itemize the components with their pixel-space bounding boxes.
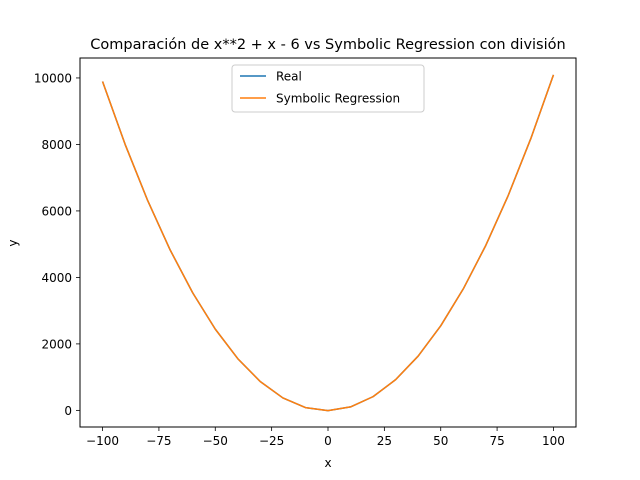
series-line-real (101, 74, 555, 412)
series-line-symbolic-regression (101, 74, 555, 412)
y-axis-label: y (6, 239, 20, 246)
x-tick-label: 0 (324, 434, 332, 448)
x-tick-label: 50 (433, 434, 448, 448)
legend: Real Symbolic Regression (231, 64, 425, 113)
y-axis-ticks: 0 2000 4000 6000 8000 10000 (34, 71, 80, 418)
y-tick-label: 2000 (41, 337, 72, 351)
x-axis-ticks: −100 −75 −50 −25 0 25 50 75 100 (86, 427, 565, 448)
x-tick-label: 100 (542, 434, 565, 448)
plot-frame (79, 57, 577, 428)
x-tick-label: −75 (146, 434, 171, 448)
y-tick-label: 6000 (41, 204, 72, 218)
legend-label-real: Real (276, 70, 302, 84)
x-tick-label: −25 (259, 434, 284, 448)
chart-title: Comparación de x**2 + x - 6 vs Symbolic … (90, 37, 565, 53)
y-tick-label: 10000 (34, 71, 72, 85)
y-tick-label: 4000 (41, 271, 72, 285)
x-axis-label: x (324, 456, 331, 470)
x-tick-label: 25 (377, 434, 392, 448)
x-tick-label: 75 (489, 434, 504, 448)
y-tick-label: 0 (64, 404, 72, 418)
legend-box (231, 64, 425, 113)
legend-label-symbolic-regression: Symbolic Regression (276, 92, 400, 106)
y-tick-label: 8000 (41, 138, 72, 152)
x-tick-label: −50 (203, 434, 228, 448)
x-tick-label: −100 (86, 434, 119, 448)
plot-lines (101, 74, 555, 412)
